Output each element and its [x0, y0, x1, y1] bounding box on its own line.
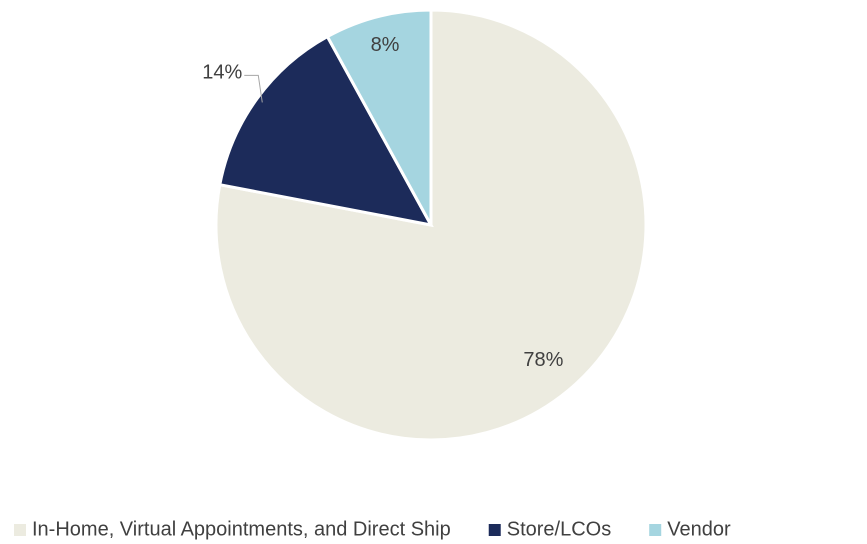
data-label: 8% — [371, 34, 400, 56]
legend-label: In-Home, Virtual Appointments, and Direc… — [32, 518, 451, 540]
pie-slice — [218, 34, 434, 228]
leader-line — [244, 74, 263, 103]
data-label: 78% — [523, 349, 563, 371]
pie-slice — [325, 8, 433, 226]
legend-label: Vendor — [667, 518, 731, 540]
legend-marker — [649, 524, 662, 536]
legend-label: Store/LCOs — [507, 518, 611, 540]
legend-marker — [488, 524, 501, 536]
data-label: 14% — [202, 62, 242, 84]
legend-marker — [14, 524, 26, 536]
